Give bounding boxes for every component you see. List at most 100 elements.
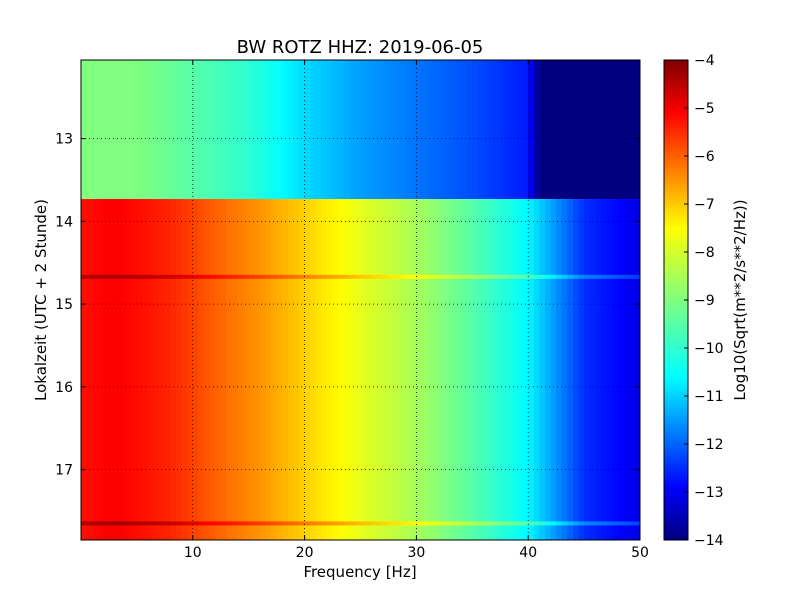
heatmap-cell [494, 199, 501, 540]
heatmap-cell [472, 60, 479, 200]
energy-band-cell [500, 521, 507, 526]
colorbar-tick-label: −12 [694, 437, 724, 453]
heatmap-cell [265, 199, 272, 540]
energy-band-cell [634, 521, 640, 526]
energy-band-cell [231, 521, 239, 526]
energy-band-cell [276, 521, 283, 526]
heatmap-cell [86, 60, 93, 200]
heatmap-cell [489, 60, 496, 200]
heatmap-cell [528, 60, 535, 200]
heatmap-cell [449, 60, 457, 200]
energy-band-cell [617, 521, 624, 526]
heatmap-cell [103, 199, 110, 540]
heatmap-cell [528, 199, 535, 540]
heatmap-cell [215, 60, 222, 200]
energy-band-cell [187, 274, 194, 279]
heatmap-cell [623, 199, 630, 540]
energy-band-cell [544, 274, 552, 279]
heatmap-cell [623, 60, 630, 200]
heatmap-cell [416, 60, 423, 200]
energy-band-cell [427, 521, 434, 526]
heatmap-cell [589, 199, 596, 540]
heatmap-segment [81, 60, 640, 200]
heatmap-cell [299, 199, 306, 540]
energy-band-cell [617, 274, 624, 279]
heatmap-cell [108, 60, 116, 200]
heatmap-cell [427, 199, 434, 540]
colorbar-tick-label: −8 [694, 245, 715, 261]
y-tick-label: 16 [55, 380, 73, 396]
y-axis-label: Lokalzeit (UTC + 2 Stunde) [32, 199, 50, 401]
energy-band-cell [125, 274, 132, 279]
heatmap-cell [539, 199, 546, 540]
energy-band-cell [248, 521, 255, 526]
energy-band-cell [572, 274, 580, 279]
heatmap-cell [159, 60, 166, 200]
energy-band-cell [310, 274, 317, 279]
y-axis-ticks: 13 14 15 16 17 [55, 132, 640, 479]
energy-band-cell [606, 274, 613, 279]
heatmap-cell [433, 60, 440, 200]
energy-band-cell [405, 274, 412, 279]
energy-band-cell [522, 274, 529, 279]
energy-band-cell [505, 274, 513, 279]
energy-band-cell [623, 521, 630, 526]
energy-band-cell [483, 521, 490, 526]
heatmap-cell [282, 60, 289, 200]
energy-band-cell [533, 521, 540, 526]
energy-band-cell [360, 274, 367, 279]
energy-band-cell [382, 274, 390, 279]
energy-band-cell [108, 521, 116, 526]
energy-band-cell [108, 274, 116, 279]
energy-band-cell [567, 274, 574, 279]
y-tick-label: 15 [55, 297, 73, 313]
heatmap-cell [209, 60, 216, 200]
energy-band-cell [584, 521, 591, 526]
energy-band-cell [388, 274, 395, 279]
energy-band-cell [550, 274, 557, 279]
energy-band-cell [220, 274, 227, 279]
energy-band-cell [114, 274, 121, 279]
heatmap-cell [578, 199, 585, 540]
heatmap-cell [589, 60, 596, 200]
energy-band-cell [198, 521, 205, 526]
colorbar-tick-label: −5 [694, 101, 715, 117]
energy-band-cell [343, 521, 350, 526]
heatmap-cell [410, 199, 417, 540]
heatmap-cell [405, 199, 412, 540]
heatmap-cell [522, 199, 529, 540]
heatmap-cell [332, 199, 339, 540]
y-tick-label: 17 [55, 463, 73, 479]
heatmap-cell [550, 199, 557, 540]
heatmap-cell [198, 199, 205, 540]
heatmap-cell [282, 199, 289, 540]
energy-band-cell [606, 521, 613, 526]
energy-band-cell [349, 521, 356, 526]
heatmap-cell [505, 60, 513, 200]
heatmap-cell [338, 60, 345, 200]
heatmap-cell [248, 199, 255, 540]
heatmap-cell [366, 199, 373, 540]
heatmap-cell [388, 199, 395, 540]
heatmap-cell [550, 60, 557, 200]
heatmap-cell [92, 199, 99, 540]
heatmap-cell [533, 199, 540, 540]
heatmap-cell [584, 60, 591, 200]
heatmap-cell [511, 199, 518, 540]
energy-band-cell [114, 521, 121, 526]
energy-band-cell [416, 274, 423, 279]
heatmap-cell [371, 199, 378, 540]
heatmap-cell [148, 199, 155, 540]
heatmap-cell [382, 60, 390, 200]
energy-band-cell [561, 274, 568, 279]
energy-band-cell [343, 274, 350, 279]
energy-band-cell [181, 521, 188, 526]
energy-band-cell [293, 274, 300, 279]
energy-band-cell [556, 274, 563, 279]
energy-band-cell [410, 521, 417, 526]
energy-band-cell [472, 274, 479, 279]
heatmap-cell [287, 60, 295, 200]
grid-lines [81, 60, 640, 540]
heatmap-cell [606, 199, 613, 540]
energy-band-cell [226, 521, 233, 526]
